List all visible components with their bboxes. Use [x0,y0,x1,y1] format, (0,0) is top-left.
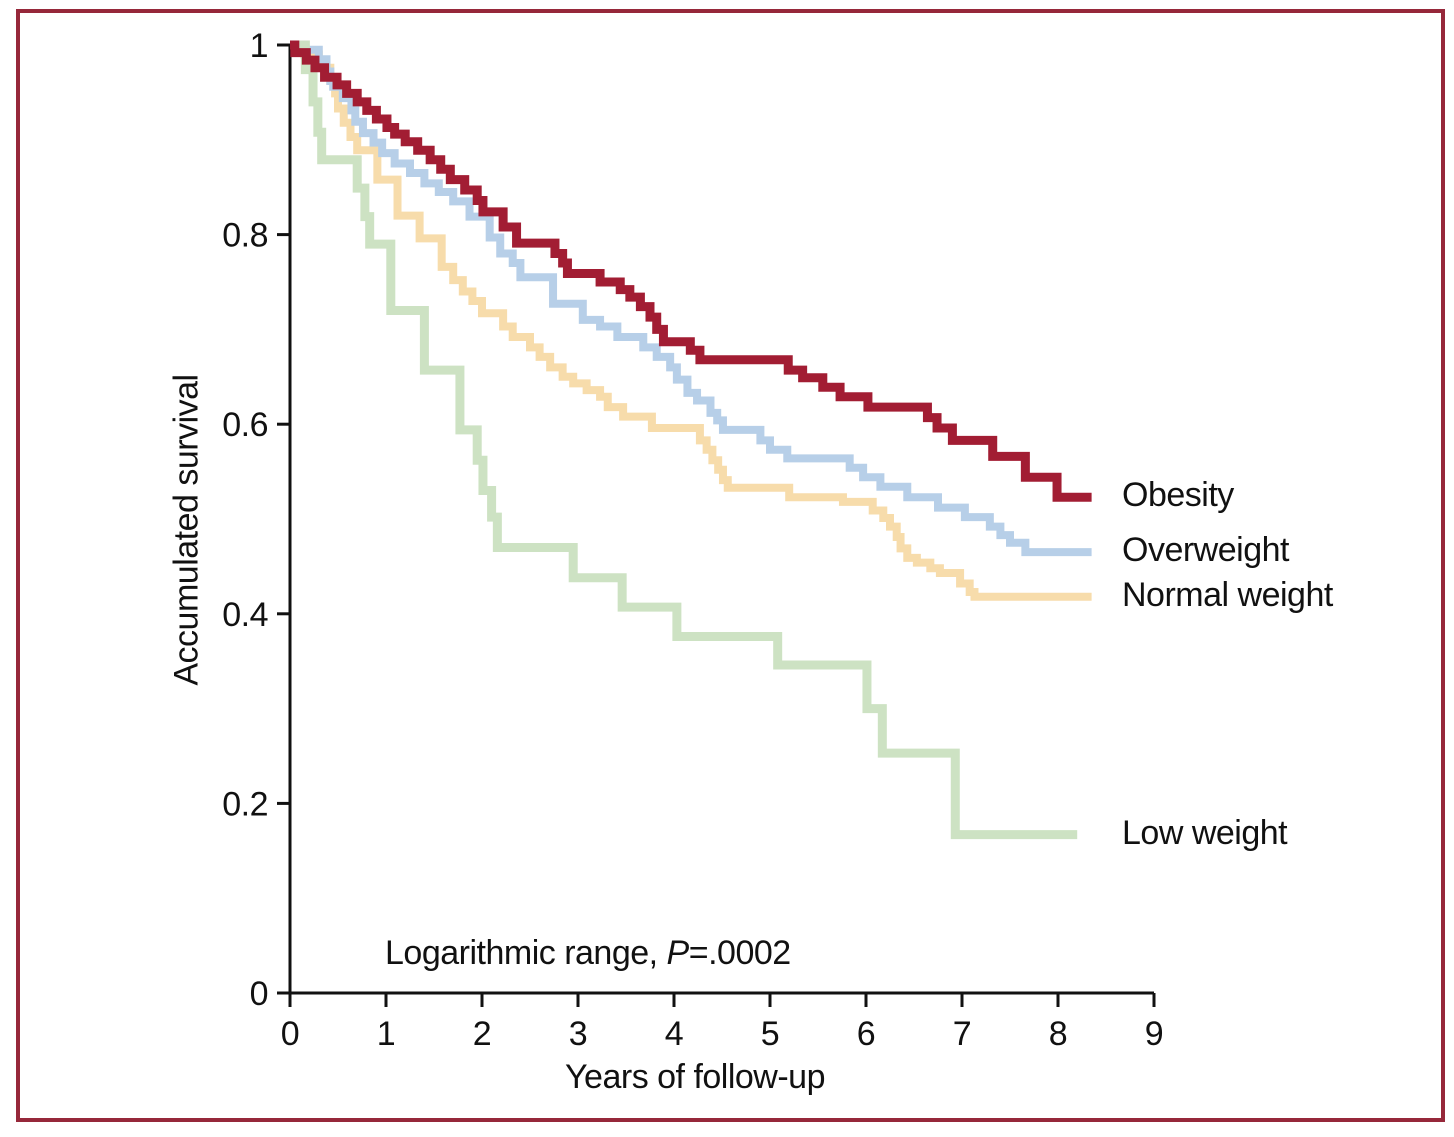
x-tick-label: 0 [281,1015,299,1053]
x-tick-label: 1 [377,1015,395,1053]
x-axis-title: Years of follow-up [564,1058,826,1096]
annotation-suffix: =.0002 [688,934,791,972]
x-tick-label: 3 [569,1015,587,1053]
y-tick-label: 0.4 [222,596,268,634]
figure-frame [16,9,1445,1122]
x-tick-label: 6 [857,1015,875,1053]
y-tick-label: 1 [250,27,268,65]
series-label-normal-weight: Normal weight [1122,575,1333,614]
x-tick-label: 4 [665,1015,683,1053]
curve-normal-weight [290,41,1092,601]
x-tick-label: 5 [761,1015,779,1053]
series-label-obesity: Obesity [1122,476,1234,515]
series-label-low-weight: Low weight [1122,813,1288,852]
y-tick-label: 0 [250,975,268,1013]
y-tick-label: 0.2 [222,785,268,823]
annotation-prefix: Logarithmic range, [385,934,667,972]
x-tick-label: 7 [953,1015,971,1053]
x-tick-label: 2 [473,1015,491,1053]
series-label-overweight: Overweight [1122,531,1289,570]
curve-obesity [290,40,1092,502]
x-tick-label: 8 [1049,1015,1067,1053]
pvalue-annotation: Logarithmic range, P=.0002 [385,934,791,973]
annotation-p-symbol: P [666,934,690,972]
curve-overweight [290,41,1092,557]
y-tick-label: 0.8 [222,217,268,255]
x-tick-label: 9 [1145,1015,1163,1053]
y-tick-label: 0.6 [222,406,268,444]
curve-low-weight [290,40,1078,840]
